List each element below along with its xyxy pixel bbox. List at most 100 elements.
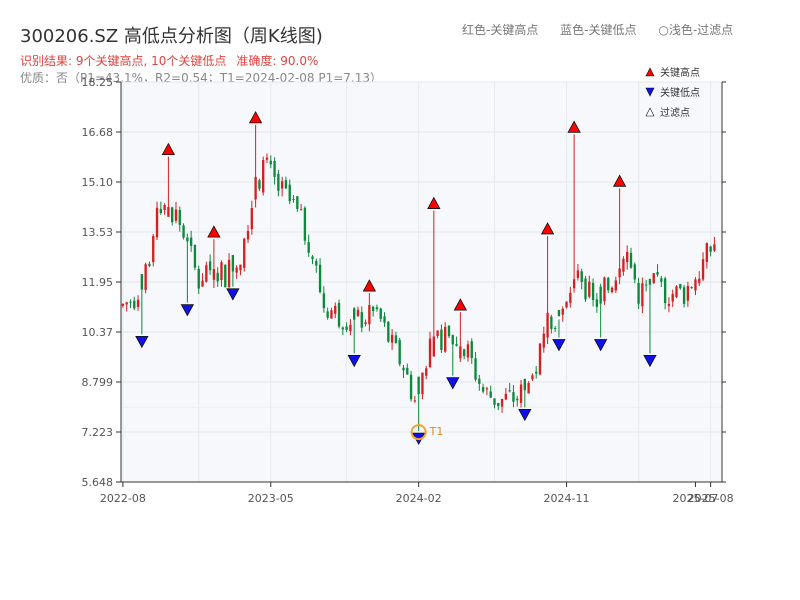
candle-body	[121, 304, 125, 306]
candle-body	[390, 334, 394, 343]
candle-body	[462, 349, 466, 357]
candle-body	[542, 333, 545, 348]
candle-body	[603, 277, 606, 302]
candle-body	[447, 325, 451, 337]
candle-body	[140, 274, 144, 290]
candle-body	[425, 368, 428, 376]
candle-body	[671, 293, 674, 302]
candle-body	[208, 261, 212, 271]
candle-body	[337, 302, 341, 327]
y-tick-label: 10.37	[82, 326, 114, 339]
x-tick-label: 2025-07	[672, 492, 718, 505]
candle-body	[227, 259, 231, 287]
candle-body	[440, 329, 443, 351]
candle-body	[167, 206, 170, 217]
key-high-marker	[453, 298, 468, 311]
x-tick-label: 2024-02	[396, 492, 442, 505]
candle-body	[277, 173, 280, 191]
candle-body	[667, 303, 671, 306]
candle-body	[444, 326, 447, 352]
candle-body	[512, 392, 515, 402]
candle-body	[705, 243, 709, 263]
candle-body	[383, 316, 386, 323]
candle-body	[178, 210, 181, 225]
candle-body	[421, 372, 424, 395]
x-tick-label: 2025-08	[688, 492, 734, 505]
legend-high-icon	[645, 67, 655, 77]
candle-body	[212, 268, 216, 280]
candle-body	[254, 176, 257, 200]
candle-body	[648, 278, 652, 285]
key-low-marker	[446, 377, 460, 390]
candle-body	[379, 308, 382, 319]
candle-body	[341, 327, 344, 330]
key-low-marker	[226, 288, 240, 301]
candle-body	[644, 284, 648, 286]
candle-body	[713, 244, 716, 251]
candles	[121, 124, 716, 432]
candle-body	[220, 262, 223, 281]
candle-body	[686, 285, 690, 301]
candle-body	[224, 264, 227, 288]
candle-body	[182, 225, 185, 238]
candle-body	[523, 378, 527, 391]
candle-body	[546, 312, 549, 338]
key-high-marker	[248, 111, 263, 124]
candle-body	[409, 374, 413, 400]
candle-body	[633, 264, 636, 280]
legend-red-text: 红色-关键高点	[462, 23, 539, 37]
legend-high-label: 关键高点	[660, 66, 700, 79]
candle-body	[197, 268, 200, 289]
candle-body	[538, 343, 542, 375]
key-low-marker	[552, 339, 566, 352]
candle-body	[584, 278, 587, 300]
candle-body	[273, 161, 276, 177]
candle-body	[516, 398, 519, 401]
legend-blue-text: 蓝色-关键低点	[560, 23, 637, 37]
candle-body	[428, 338, 432, 367]
top-legend: 红色-关键高点 蓝色-关键低点 ○浅色-过滤点	[462, 21, 751, 38]
legend-filtered-label: 过滤点	[660, 106, 690, 119]
candle-body	[493, 398, 496, 405]
candle-body	[216, 272, 219, 282]
legend-low-label: 关键低点	[660, 86, 700, 99]
candle-body	[557, 310, 561, 317]
key-high-marker	[207, 225, 221, 238]
candle-body	[205, 265, 208, 282]
candle-body	[318, 264, 322, 293]
candle-body	[345, 326, 348, 331]
candle-body	[159, 208, 162, 214]
key-low-marker	[518, 408, 532, 422]
candle-body	[478, 378, 481, 384]
key-low-marker	[347, 354, 361, 368]
y-tick-label: 16.68	[82, 126, 114, 139]
candle-body	[531, 375, 534, 380]
candle-body	[656, 271, 659, 275]
candle-body	[303, 207, 307, 241]
candle-body	[133, 300, 136, 309]
candle-body	[129, 301, 132, 303]
candle-body	[500, 398, 504, 407]
candle-body	[553, 328, 557, 330]
candle-body	[246, 230, 250, 240]
x-tick-label: 2022-08	[100, 492, 146, 505]
key-high-marker	[540, 222, 555, 235]
candle-body	[614, 280, 618, 291]
candle-body	[694, 279, 697, 291]
candle-body	[269, 160, 272, 165]
candle-body	[607, 277, 610, 291]
candle-body	[356, 309, 360, 317]
candle-body	[174, 209, 178, 221]
candle-body	[144, 264, 147, 291]
key-high-marker	[427, 196, 441, 209]
y-tick-label: 5.648	[82, 476, 114, 489]
candle-body	[258, 180, 261, 189]
candle-body	[432, 336, 435, 357]
candle-body	[371, 306, 375, 311]
result-text: 识别结果: 9个关键高点, 10个关键低点	[20, 54, 227, 68]
candle-body	[451, 334, 454, 345]
key-low-marker	[593, 339, 608, 352]
candle-body	[193, 244, 197, 268]
candle-body	[561, 308, 564, 315]
candle-body	[497, 403, 500, 407]
